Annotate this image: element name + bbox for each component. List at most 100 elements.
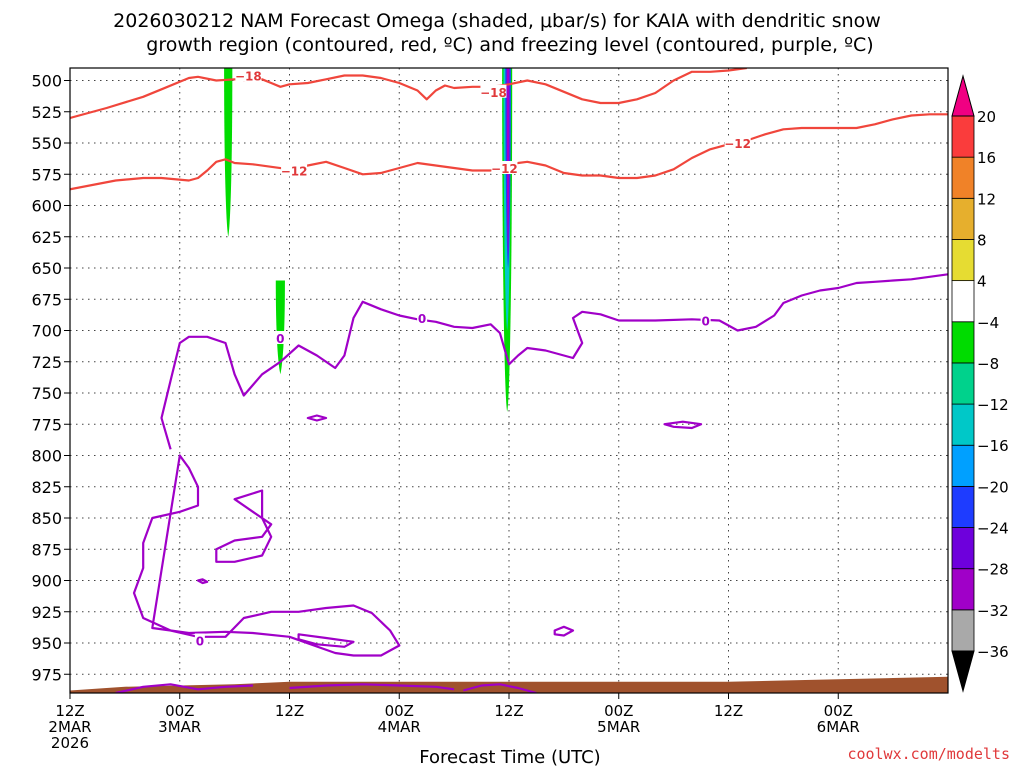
y-tick-label-625: 625 [31, 228, 62, 247]
colorbar-label-3: 8 [977, 231, 987, 249]
contour-label-bg-6 [417, 311, 428, 324]
contour-label-bg-1 [480, 84, 507, 98]
y-tick-label-775: 775 [31, 415, 62, 434]
freezing-contour-6 [553, 625, 575, 637]
colorbar-segment-4 [951, 444, 975, 487]
y-tick-label-500: 500 [31, 72, 62, 91]
y-tick-label-800: 800 [31, 447, 62, 466]
x-tick-label-0-0: 12Z [55, 702, 84, 720]
x-tick-label-84-0: 00Z [824, 702, 853, 720]
colorbar-label-7: −12 [977, 396, 1009, 414]
x-tick-label-60-0: 00Z [604, 702, 633, 720]
colorbar-segment-9 [951, 239, 975, 282]
x-tick-label-36-0: 00Z [385, 702, 414, 720]
y-tick-label-650: 650 [31, 259, 62, 278]
y-tick-label-700: 700 [31, 322, 62, 341]
contour-label-bg-5 [275, 331, 286, 344]
y-tick-label-900: 900 [31, 572, 62, 591]
colorbar-label-5: −4 [977, 314, 999, 332]
colorbar-segment-12 [951, 115, 975, 158]
plot-area: −18 −18 −12 −12 −12 0 0 0 0 [69, 67, 949, 694]
x-tick-label-48-0: 12Z [494, 702, 523, 720]
contour-label-2: −12 [281, 165, 308, 179]
freezing-contour-0 [160, 273, 948, 450]
colorbar-label-4: 4 [977, 273, 987, 291]
colorbar-label-1: 16 [977, 149, 996, 167]
x-tick-label-72-0: 12Z [714, 702, 743, 720]
x-tick-label-0-1: 2MAR [48, 718, 91, 736]
y-tick-label-950: 950 [31, 634, 62, 653]
colorbar-top-triangle [951, 74, 975, 117]
contour-label-0: −18 [235, 70, 262, 84]
colorbar-segment-2 [951, 527, 975, 570]
contour-label-6: 0 [418, 312, 426, 326]
freezing-contour-4 [306, 414, 328, 422]
chart-title-line2: growth region (contoured, red, ºC) and f… [146, 34, 873, 56]
colorbar-segment-10 [951, 197, 975, 240]
omega-shade-0 [224, 68, 233, 237]
y-tick-label-525: 525 [31, 103, 62, 122]
contour-label-7: 0 [701, 315, 709, 329]
y-tick-label-925: 925 [31, 603, 62, 622]
colorbar-label-12: −32 [977, 602, 1009, 620]
contour-label-bg-4 [724, 136, 751, 149]
contour-label-8: 0 [196, 635, 204, 649]
colorbar-label-8: −16 [977, 437, 1009, 455]
x-tick-label-60-1: 5MAR [597, 718, 640, 736]
freezing-contour-3 [297, 633, 355, 648]
freezing-contour-7 [196, 578, 209, 585]
x-tick-label-84-1: 6MAR [817, 718, 860, 736]
y-tick-label-975: 975 [31, 665, 62, 684]
freezing-contour-1 [132, 454, 401, 657]
freezing-contour-9 [289, 683, 455, 691]
y-tick-label-675: 675 [31, 290, 62, 309]
contour-label-bg-7 [700, 313, 711, 327]
y-tick-label-875: 875 [31, 540, 62, 559]
contour-label-bg-3 [491, 161, 518, 174]
omega-shade-1 [275, 280, 285, 375]
y-tick-label-550: 550 [31, 134, 62, 153]
contour-label-1: −18 [480, 86, 507, 100]
y-tick-label-750: 750 [31, 384, 62, 403]
colorbar-segment-6 [951, 362, 975, 405]
contour-label-4: −12 [724, 137, 751, 151]
freezing-contour-10 [463, 683, 537, 693]
y-tick-label-725: 725 [31, 353, 62, 372]
colorbar-label-11: −28 [977, 561, 1009, 579]
colorbar-label-10: −24 [977, 520, 1009, 538]
colorbar-label-6: −8 [977, 355, 999, 373]
colorbar-label-0: 20 [977, 108, 996, 126]
colorbar-segment-11 [951, 156, 975, 199]
colorbar-legend: 20 16 12 8 4 −4 −8 −12 −16 −20 −24 −28 −32 −36 [951, 74, 1009, 693]
colorbar-segment-5 [951, 403, 975, 446]
colorbar-segment-1 [951, 568, 975, 611]
x-axis-label: Forecast Time (UTC) [419, 747, 600, 768]
freezing-contour-2 [215, 489, 273, 563]
contour-label-5: 0 [276, 332, 284, 346]
contour-label-3: −12 [491, 162, 518, 176]
terrain-fill [70, 676, 948, 693]
x-tick-label-36-1: 4MAR [378, 718, 421, 736]
dgz-contour-0 [70, 68, 747, 120]
y-tick-label-825: 825 [31, 478, 62, 497]
chart-title-line1: 2026030212 NAM Forecast Omega (shaded, μ… [113, 10, 881, 32]
x-tick-label-12-1: 3MAR [158, 718, 201, 736]
colorbar-bottom-triangle [951, 650, 975, 693]
y-axis: 500 525 550 575 600 625 650 675 700 725 750 775 800 8… [31, 72, 70, 684]
freezing-contour-8 [115, 683, 253, 693]
x-tick-label-12-0: 00Z [165, 702, 194, 720]
freezing-contour-5 [663, 420, 703, 430]
x-tick-label-24-0: 12Z [275, 702, 304, 720]
contour-label-bg-0 [235, 68, 262, 82]
colorbar-segment-0 [951, 609, 975, 652]
y-tick-label-850: 850 [31, 509, 62, 528]
colorbar-label-13: −36 [977, 643, 1009, 661]
colorbar-label-9: −20 [977, 478, 1009, 496]
colorbar-segment-7 [951, 321, 975, 364]
contour-label-bg-2 [281, 163, 308, 177]
y-tick-label-600: 600 [31, 197, 62, 216]
y-tick-label-575: 575 [31, 165, 62, 184]
colorbar-label-2: 12 [977, 190, 996, 208]
